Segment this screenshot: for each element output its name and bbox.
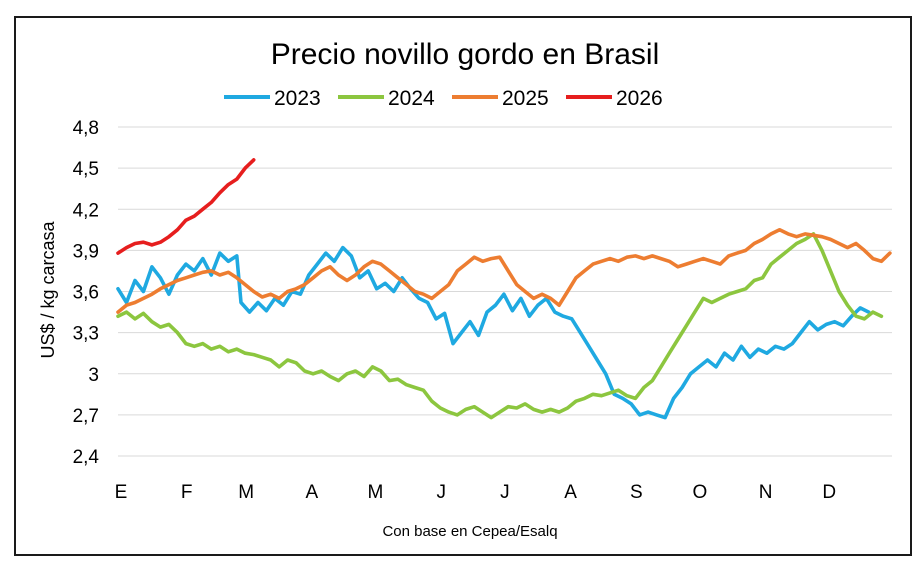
legend-label-2026: 2026 — [616, 87, 663, 110]
y-tick-label: 3 — [88, 365, 99, 386]
y-tick-label: 4,5 — [73, 159, 99, 180]
series-line-2024 — [116, 232, 884, 420]
series-line-2023 — [116, 245, 871, 420]
y-tick-label: 3,9 — [73, 241, 99, 262]
x-tick-label: A — [306, 482, 319, 503]
x-tick-label: J — [500, 482, 510, 503]
x-tick-label: N — [759, 482, 773, 503]
series-line-2025 — [116, 228, 892, 314]
y-tick-label: 3,3 — [73, 324, 99, 345]
x-tick-label: D — [822, 482, 836, 503]
y-tick-label: 2,4 — [73, 447, 100, 468]
x-tick-label: J — [436, 482, 446, 503]
y-tick-label: 3,6 — [73, 283, 99, 304]
legend-label-2023: 2023 — [274, 87, 321, 110]
y-tick-label: 2,7 — [73, 406, 99, 427]
y-axis-ticks: 4,8 4,5 4,2 3,9 3,6 3,3 3 2,7 2,4 — [73, 118, 100, 468]
source-note: Con base en Cepea/Esalq — [382, 523, 557, 540]
x-tick-label: M — [238, 482, 254, 503]
series-lines — [116, 158, 892, 420]
legend: 2023 2024 2025 2026 — [224, 87, 663, 110]
chart-title: Precio novillo gordo en Brasil — [271, 38, 660, 71]
x-tick-label: O — [693, 482, 708, 503]
x-tick-label: A — [564, 482, 577, 503]
x-tick-label: F — [181, 482, 193, 503]
y-tick-label: 4,8 — [73, 118, 99, 139]
y-axis-label: US$ / kg carcasa — [38, 220, 58, 358]
legend-label-2025: 2025 — [502, 87, 549, 110]
x-tick-label: E — [115, 482, 128, 503]
grid — [118, 126, 892, 457]
series-line-2026 — [116, 158, 256, 255]
x-tick-label: S — [630, 482, 643, 503]
legend-label-2024: 2024 — [388, 87, 435, 110]
y-tick-label: 4,2 — [73, 200, 99, 221]
x-tick-label: M — [368, 482, 384, 503]
